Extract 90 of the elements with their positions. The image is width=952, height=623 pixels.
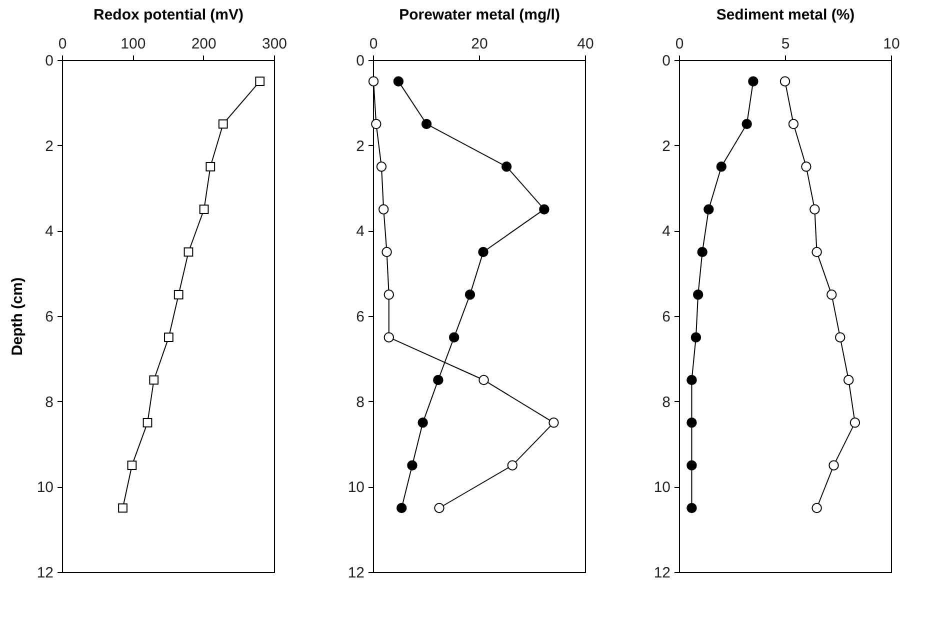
point xyxy=(690,332,702,342)
x-tick-label: 5 xyxy=(781,36,790,52)
point xyxy=(828,460,839,470)
point xyxy=(539,204,550,214)
y-axis-title: Depth (cm) xyxy=(8,277,26,356)
point xyxy=(149,375,159,385)
x-axis-title: Sediment metal (%) xyxy=(716,6,855,24)
point xyxy=(812,502,822,514)
point xyxy=(378,204,389,214)
y-tick-label: 12 xyxy=(348,564,364,582)
y-tick-label: 8 xyxy=(45,394,54,411)
point xyxy=(382,246,392,258)
y-tick-label: 12 xyxy=(654,564,670,582)
point xyxy=(835,332,846,342)
y-tick-label: 2 xyxy=(356,138,364,155)
point xyxy=(371,118,382,130)
point xyxy=(697,246,708,258)
point xyxy=(393,76,404,86)
point xyxy=(418,418,428,428)
point xyxy=(843,374,854,386)
x-tick-label: 0 xyxy=(58,36,67,52)
y-tick-label: 6 xyxy=(662,308,670,326)
point xyxy=(376,162,387,172)
x-tick-label: 40 xyxy=(577,36,594,52)
point xyxy=(118,503,128,513)
x-tick-label: 10 xyxy=(883,36,900,52)
point xyxy=(206,162,216,172)
y-tick-label: 2 xyxy=(45,138,54,155)
point xyxy=(850,418,860,428)
point xyxy=(434,502,444,514)
point xyxy=(812,246,822,258)
point xyxy=(501,162,512,172)
point xyxy=(368,76,379,86)
point xyxy=(164,332,174,342)
y-tick-label: 4 xyxy=(45,223,54,240)
point xyxy=(742,118,752,130)
point xyxy=(421,118,432,130)
y-tick-label: 6 xyxy=(45,308,54,326)
y-tick-label: 8 xyxy=(662,394,670,411)
point xyxy=(433,374,444,386)
y-tick-label: 0 xyxy=(662,52,670,70)
point xyxy=(704,204,714,214)
y-tick-label: 12 xyxy=(36,564,54,582)
y-tick-label: 10 xyxy=(348,479,364,496)
point xyxy=(448,332,460,342)
y-tick-label: 2 xyxy=(662,138,670,155)
point xyxy=(826,290,837,300)
point xyxy=(396,502,407,514)
point xyxy=(218,119,228,129)
point xyxy=(507,460,518,470)
point xyxy=(716,162,727,172)
x-tick-label: 300 xyxy=(262,36,288,52)
y-tick-label: 10 xyxy=(654,479,670,496)
point xyxy=(801,162,812,172)
y-tick-label: 6 xyxy=(356,308,364,326)
point xyxy=(464,290,476,300)
y-tick-label: 4 xyxy=(356,223,364,240)
point xyxy=(478,374,489,386)
y-tick-label: 4 xyxy=(662,223,670,240)
point xyxy=(780,76,790,86)
y-tick-label: 0 xyxy=(45,52,54,70)
point xyxy=(686,502,697,514)
point xyxy=(384,290,394,300)
point xyxy=(127,460,137,470)
point xyxy=(686,418,697,428)
point xyxy=(810,204,820,214)
point xyxy=(748,76,758,86)
x-tick-label: 20 xyxy=(471,36,488,52)
x-tick-label: 0 xyxy=(369,36,378,52)
y-tick-label: 0 xyxy=(356,52,364,70)
point xyxy=(142,418,152,428)
point xyxy=(548,418,559,428)
point xyxy=(788,118,799,130)
point xyxy=(407,460,418,470)
point xyxy=(686,460,697,470)
x-axis-title: Porewater metal (mg/l) xyxy=(399,6,560,24)
x-tick-label: 100 xyxy=(120,36,146,52)
point xyxy=(686,374,697,386)
x-tick-label: 200 xyxy=(191,36,216,52)
point xyxy=(174,290,184,300)
point xyxy=(184,247,194,257)
y-tick-label: 8 xyxy=(356,394,364,411)
point xyxy=(255,76,265,86)
point xyxy=(692,290,704,300)
point xyxy=(199,204,209,214)
x-tick-label: 0 xyxy=(675,36,684,52)
y-tick-label: 10 xyxy=(36,479,54,496)
point xyxy=(384,332,394,342)
x-axis-title: Redox potential (mV) xyxy=(93,6,244,24)
point xyxy=(478,246,488,258)
